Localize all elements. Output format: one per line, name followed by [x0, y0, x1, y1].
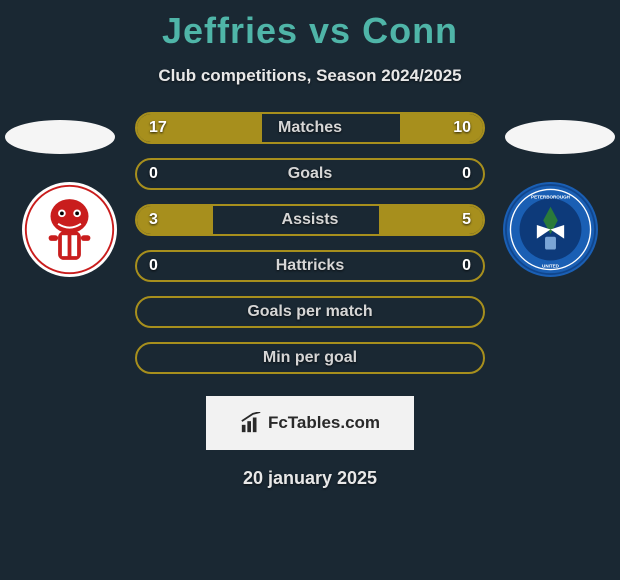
stat-row: Matches 17 10 [135, 112, 485, 144]
stat-row: Goals 0 0 [135, 158, 485, 190]
stat-label: Assists [282, 211, 339, 229]
page-title: Jeffries vs Conn [0, 0, 620, 52]
svg-text:PETERBOROUGH: PETERBOROUGH [531, 195, 570, 200]
stat-label: Matches [278, 119, 342, 137]
stat-value-right: 0 [462, 257, 471, 275]
team-badge-left [22, 182, 117, 277]
stat-label: Goals per match [247, 303, 372, 321]
stat-value-right: 0 [462, 165, 471, 183]
subtitle: Club competitions, Season 2024/2025 [0, 66, 620, 86]
chart-icon [240, 412, 262, 434]
stat-row: Assists 3 5 [135, 204, 485, 236]
stat-row: Min per goal [135, 342, 485, 374]
stat-label: Min per goal [263, 349, 357, 367]
stat-row: Hattricks 0 0 [135, 250, 485, 282]
stat-label: Hattricks [276, 257, 344, 275]
stat-row: Goals per match [135, 296, 485, 328]
brand-text: FcTables.com [268, 413, 380, 433]
stat-value-left: 3 [149, 211, 158, 229]
stat-value-right: 10 [453, 119, 471, 137]
lincoln-city-crest-icon [22, 182, 117, 277]
stat-value-right: 5 [462, 211, 471, 229]
player-flag-left [5, 120, 115, 154]
brand-box[interactable]: FcTables.com [206, 396, 414, 450]
stat-value-left: 17 [149, 119, 167, 137]
date-label: 20 january 2025 [0, 468, 620, 489]
stats-container: Matches1710Goals00Assists35Hattricks00Go… [135, 112, 485, 374]
stat-label: Goals [288, 165, 332, 183]
player-flag-right [505, 120, 615, 154]
svg-text:UNITED: UNITED [542, 264, 560, 269]
stat-value-left: 0 [149, 257, 158, 275]
team-badge-right: PETERBOROUGH UNITED [503, 182, 598, 277]
peterborough-united-crest-icon: PETERBOROUGH UNITED [505, 184, 596, 275]
stat-value-left: 0 [149, 165, 158, 183]
